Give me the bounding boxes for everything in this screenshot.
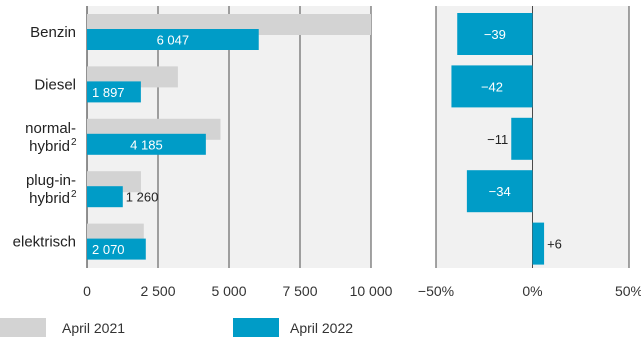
change-value-label: −34 <box>489 184 511 199</box>
right-x-tick-label: 50% <box>615 283 641 299</box>
legend: April 2021 April 2022 <box>0 318 353 337</box>
change-value-label: −39 <box>484 27 506 42</box>
legend-swatch <box>233 318 279 337</box>
legend-label: April 2021 <box>62 320 125 336</box>
left-value-label: 4 185 <box>130 137 163 152</box>
change-value-label: +6 <box>547 237 562 252</box>
change-bar <box>511 117 533 160</box>
bar-april-2022 <box>87 133 206 155</box>
category-label: plug-in- <box>26 172 76 189</box>
change-bar <box>466 170 533 213</box>
left-x-tick-label: 5 000 <box>211 283 246 299</box>
legend-label: April 2022 <box>290 320 353 336</box>
category-label: Diesel <box>34 76 76 93</box>
category-label: hybrid <box>29 190 70 207</box>
category-label: Benzin <box>30 24 76 41</box>
change-bar <box>457 13 533 55</box>
bar-april-2022 <box>87 238 146 260</box>
left-x-tick-label: 0 <box>83 283 91 299</box>
change-value-label: −11 <box>487 132 508 147</box>
category-footnote-marker: 2 <box>71 189 77 200</box>
right-x-tick-label: −50% <box>418 283 454 299</box>
legend-swatch <box>0 318 46 337</box>
left-value-label: 1 897 <box>92 85 125 100</box>
right-chart-panel: −50% 0% 50% −39 −42 −11 −34 +6 <box>418 6 641 299</box>
right-x-tick-label: 0% <box>522 283 542 299</box>
category-footnote-marker: 2 <box>71 137 77 148</box>
left-value-label: 6 047 <box>157 33 190 48</box>
bar-april-2022 <box>87 186 123 208</box>
left-x-tick-label: 2 500 <box>140 283 175 299</box>
bar-april-2022 <box>87 81 141 103</box>
category-label: hybrid <box>29 138 70 155</box>
left-value-label: 1 260 <box>126 190 159 205</box>
left-value-label: 2 070 <box>92 242 125 257</box>
left-x-tick-label: 7 500 <box>282 283 317 299</box>
change-bar <box>451 65 533 108</box>
left-x-tick-label: 10 000 <box>350 283 393 299</box>
change-bar <box>532 222 545 265</box>
change-value-label: −42 <box>481 79 503 94</box>
category-label: elektrisch <box>13 234 76 251</box>
left-chart-panel: 0 2 500 5 000 7 500 10 000 6 047 Benzin 1 897 Di… <box>13 6 393 299</box>
category-label: normal- <box>25 120 76 137</box>
bar-april-2022 <box>87 29 259 50</box>
